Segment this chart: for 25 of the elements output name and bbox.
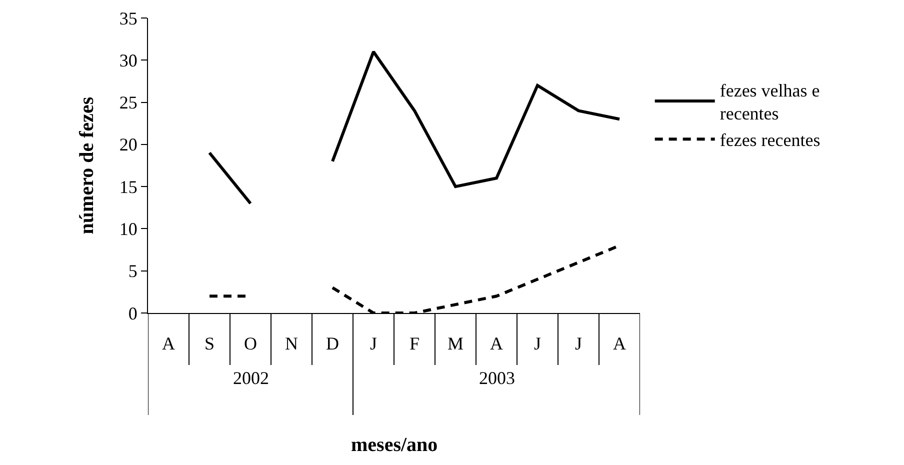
y-axis-title: número de fezes xyxy=(76,96,98,234)
x-tick-label: O xyxy=(244,334,257,354)
y-tick-label: 5 xyxy=(128,261,138,282)
x-tick-label: S xyxy=(204,334,215,354)
x-tick-label: M xyxy=(447,334,464,354)
y-tick-label: 10 xyxy=(119,219,138,240)
x-axis-title: meses/ano xyxy=(351,434,438,456)
x-tick-label: A xyxy=(613,334,626,354)
x-tick-label: A xyxy=(162,334,175,354)
y-tick-label: 15 xyxy=(119,176,138,197)
y-tick-label: 30 xyxy=(119,50,138,70)
text: 2002 xyxy=(233,368,269,388)
x-tick-label: N xyxy=(285,334,298,354)
y-tick-label: 0 xyxy=(128,303,138,324)
text: 2003 xyxy=(479,368,515,388)
x-tick-label: D xyxy=(326,334,339,354)
x-tick-label: J xyxy=(534,334,542,354)
y-tick-label: 35 xyxy=(119,8,138,28)
x-tick-label: J xyxy=(370,334,378,354)
x-tick-label: J xyxy=(574,334,582,354)
x-tick-label: A xyxy=(490,334,503,354)
legend-label: fezes recentes xyxy=(720,130,820,150)
y-tick-label: 20 xyxy=(119,134,138,155)
x-tick-label: F xyxy=(409,334,420,354)
y-tick-label: 25 xyxy=(119,92,138,113)
